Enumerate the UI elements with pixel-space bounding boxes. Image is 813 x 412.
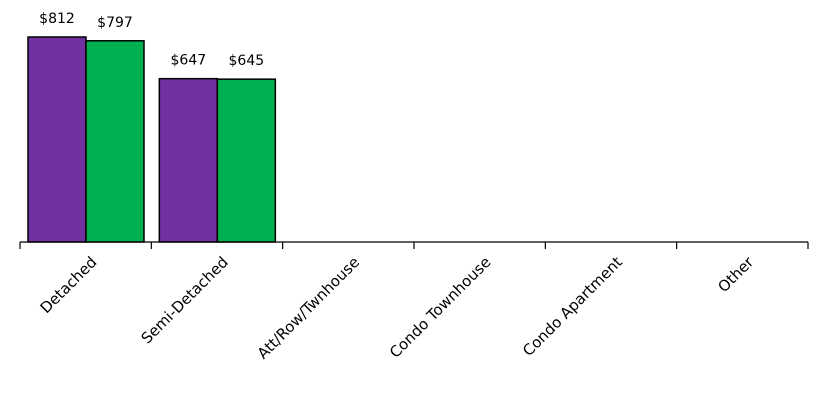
- bar-semi-detached-s1: [158, 77, 219, 243]
- data-label: $797: [97, 15, 133, 31]
- bar-semi-detached-s2: [216, 78, 277, 243]
- x-tick-label: Semi-Detached: [138, 253, 232, 347]
- bar-detached-s1: [27, 36, 87, 243]
- x-tick-label: Detached: [37, 253, 101, 317]
- x-tick-labels: Detached Semi-Detached Att/Row/Twnhouse Con…: [37, 253, 758, 363]
- x-tick-label: Condo Apartment: [519, 253, 626, 360]
- data-label: $645: [229, 53, 265, 69]
- data-label: $812: [39, 11, 75, 27]
- bar-detached-s2: [85, 40, 145, 243]
- x-tick-label: Other: [714, 253, 757, 296]
- bars-layer: [27, 36, 277, 243]
- data-labels-layer: $812 $797 $647 $645: [39, 11, 264, 69]
- x-tick-label: Condo Townhouse: [386, 253, 494, 361]
- x-tick-label: Att/Row/Twnhouse: [254, 253, 363, 362]
- x-axis: [19, 241, 809, 249]
- data-label: $647: [171, 53, 207, 69]
